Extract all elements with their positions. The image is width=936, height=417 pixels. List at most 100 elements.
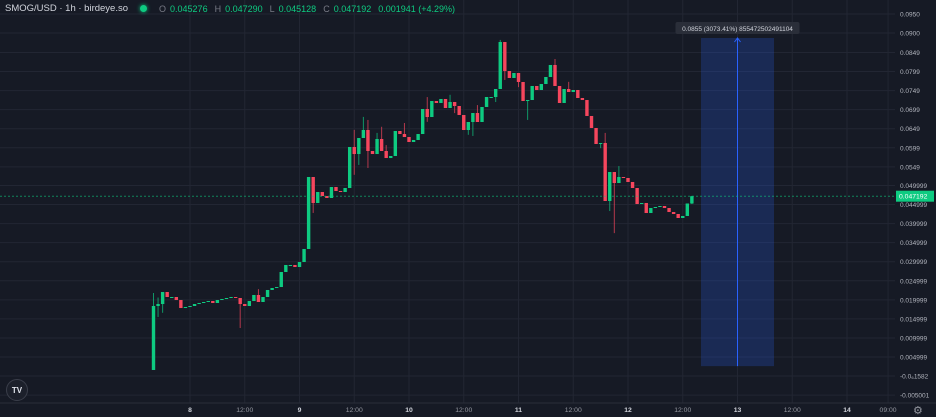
candle-body (525, 100, 530, 102)
price-axis-label: 0.029999 (900, 259, 927, 266)
candle-body (548, 64, 553, 77)
candle-body (553, 64, 557, 86)
candle-body (690, 196, 694, 204)
candle (352, 129, 356, 175)
candle (512, 72, 516, 78)
candle-body (658, 205, 662, 207)
candle (279, 272, 283, 288)
symbol-title[interactable]: SMOG/USD · 1h · birdeye.so (5, 3, 129, 14)
candle-body (279, 272, 283, 288)
candle (516, 72, 521, 88)
candle (452, 101, 457, 114)
price-axis-label: 0.014999 (900, 316, 927, 323)
tradingview-logo[interactable]: TV (6, 379, 28, 401)
candle-body (580, 97, 585, 101)
candle (594, 127, 598, 144)
candle (402, 122, 407, 138)
candle (347, 147, 352, 189)
candle-body (375, 139, 379, 155)
change-value: 0.001941 (+4.29%) (378, 3, 456, 14)
candle (379, 126, 384, 152)
candle-body (320, 192, 325, 197)
candle (658, 205, 662, 207)
candle (621, 176, 626, 178)
candle-body (598, 143, 603, 145)
candle (626, 177, 630, 182)
price-axis-label: 0.0699 (900, 107, 920, 114)
high-value: 0.047290 (225, 3, 263, 14)
candle-body (302, 248, 306, 263)
candle (270, 288, 274, 290)
measure-arrow-icon (734, 37, 741, 43)
candle-body (343, 188, 347, 193)
candle (224, 297, 229, 299)
close-value: 0.047192 (333, 3, 372, 14)
time-axis-label: 10 (405, 407, 413, 414)
candle (416, 134, 420, 140)
candle (662, 205, 667, 209)
candle-body (370, 151, 375, 155)
candle-body (420, 109, 425, 135)
candle (503, 42, 507, 80)
candle-body (192, 304, 197, 306)
candle-body (357, 138, 361, 155)
low-value: 0.045128 (278, 3, 317, 14)
candle-body (188, 305, 192, 307)
candle-body (480, 106, 484, 123)
candle (544, 76, 548, 85)
price-axis-label: 0.039999 (900, 221, 927, 228)
candle-body (201, 301, 206, 303)
candle (407, 137, 411, 143)
measure-label-bg (675, 22, 800, 34)
candle (393, 130, 398, 156)
candle-body (685, 203, 690, 216)
candle (370, 151, 375, 155)
time-axis-label: 13 (734, 407, 742, 414)
candle (243, 304, 247, 306)
candle-body (165, 292, 169, 298)
candle (197, 302, 201, 305)
candle (598, 143, 603, 149)
candle-body (594, 127, 598, 144)
candle-body (270, 288, 274, 290)
candle-body (617, 176, 621, 184)
candle (685, 203, 690, 216)
candle (389, 155, 393, 159)
candle (252, 294, 256, 302)
candle-body (630, 181, 635, 189)
candle-body (557, 85, 562, 103)
candle (206, 301, 210, 303)
candle-body (306, 176, 311, 249)
candle-body (156, 304, 160, 306)
gear-icon[interactable]: ⚙ (913, 405, 923, 417)
measure-label: 0.0855 (3073.41%) 855472502491104 (682, 26, 793, 33)
candle (553, 58, 557, 86)
last-price-label: 0.047192 (899, 194, 928, 201)
price-axis-label: -0.0₆1582 (900, 374, 929, 381)
candle (434, 101, 439, 103)
candle (343, 188, 347, 193)
candle (525, 100, 530, 120)
price-axis-label: 0.044999 (900, 202, 927, 209)
candle (170, 297, 174, 299)
candle-body (224, 297, 229, 299)
candle (398, 130, 402, 135)
candle (288, 264, 293, 266)
candle (580, 97, 585, 101)
candle-body (197, 302, 201, 305)
candle-body (612, 172, 617, 184)
candle (320, 192, 325, 197)
candle-body (261, 297, 265, 302)
logo-text: TV (11, 385, 23, 395)
candle (475, 105, 480, 123)
candle-body (576, 89, 580, 98)
candle-body (174, 297, 179, 301)
candle (484, 97, 489, 107)
candle-body (151, 305, 156, 370)
candle-body (521, 81, 525, 102)
price-axis-label: 0.024999 (900, 278, 927, 285)
candle (233, 297, 238, 299)
candle-body (681, 215, 685, 219)
candle-body (571, 89, 575, 92)
